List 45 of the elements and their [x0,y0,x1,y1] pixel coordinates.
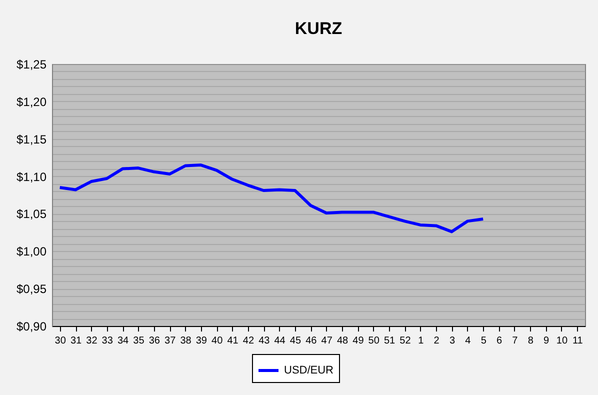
x-tick-label: 46 [306,336,318,346]
x-tick-label: 10 [556,336,568,346]
x-tick-label: 11 [572,336,584,346]
x-tick-label: 44 [274,336,286,346]
x-tick-label: 41 [227,336,239,346]
x-tick-label: 30 [54,336,66,346]
x-tick-label: 38 [180,336,192,346]
x-tick-label: 45 [290,336,302,346]
chart-title: KURZ [294,19,342,38]
x-tick-label: 8 [528,336,534,346]
y-tick-label: $1,25 [16,58,47,72]
x-tick-label: 7 [512,336,518,346]
x-tick-label: 33 [102,336,114,346]
y-tick-label: $1,00 [16,244,47,259]
x-tick-label: 36 [148,336,160,346]
x-tick-label: 32 [86,336,98,346]
x-tick-label: 42 [242,336,254,346]
y-tick-label: $1,05 [16,207,47,222]
x-tick-label: 49 [352,336,364,346]
x-tick-label: 5 [480,336,487,346]
y-tick-label: $1,15 [16,132,47,146]
x-tick-label: 35 [133,336,145,346]
x-tick-label: 47 [321,336,333,346]
x-tick-label: 1 [418,336,424,346]
x-tick-label: 50 [368,336,380,346]
x-tick-label: 4 [465,336,472,346]
x-tick-label: 52 [400,336,412,346]
x-tick-label: 9 [544,336,550,346]
y-tick-label: $0,90 [16,320,47,334]
legend-label: USD/EUR [284,364,334,376]
y-tick-label: $1,10 [16,170,47,184]
y-tick-label: $1,20 [16,94,47,109]
x-tick-label: 6 [496,336,502,346]
y-tick-label: $0,95 [16,282,47,296]
line-series [58,164,485,234]
x-tick-label: 40 [212,336,224,346]
x-tick-label: 34 [117,336,130,346]
x-tick-label: 39 [196,336,208,346]
x-tick-label: 51 [384,336,396,346]
x-tick-label: 2 [434,336,440,346]
x-tick-label: 43 [258,336,270,346]
x-tick-label: 3 [449,336,456,346]
x-tick-label: 31 [70,336,82,346]
x-tick-label: 37 [164,336,176,346]
x-tick-label: 48 [336,336,349,346]
